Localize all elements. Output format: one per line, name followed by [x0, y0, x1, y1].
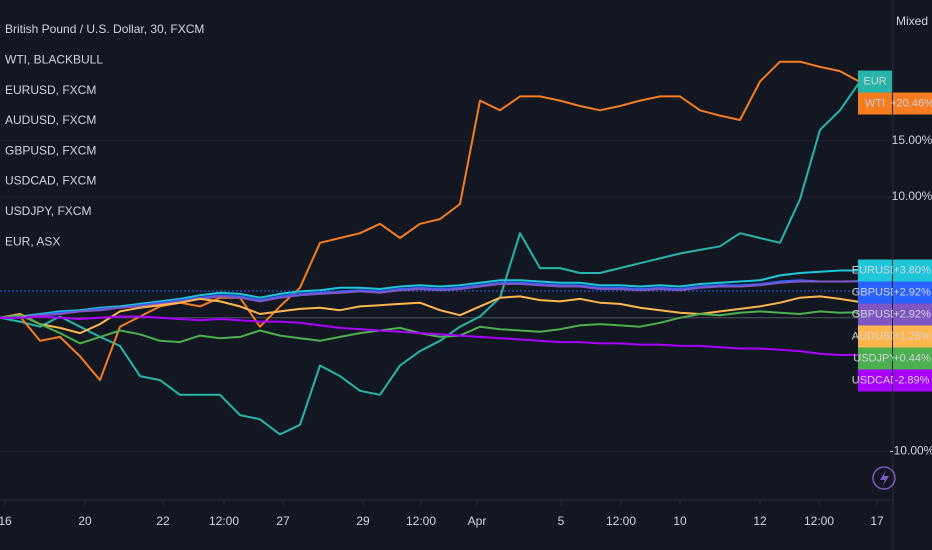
lightning-bolt [880, 470, 889, 487]
legend-entry: GBPUSD, FXCM [5, 143, 96, 157]
x-tick-label: 17 [870, 514, 884, 528]
legend-entry: USDCAD, FXCM [5, 174, 96, 188]
series-line [0, 310, 861, 345]
x-tick-label: 12 [753, 514, 767, 528]
series-name-label: WTI [865, 97, 885, 109]
legend-entry: USDJPY, FXCM [5, 204, 91, 218]
legend-entry: British Pound / U.S. Dollar, 30, FXCM [5, 22, 204, 36]
series-name-box [858, 369, 892, 392]
x-tick-label: 12:00 [606, 514, 636, 528]
series-name-box [858, 92, 892, 115]
series-value-box [893, 92, 932, 115]
series-name-label: GBPUSD [852, 308, 899, 320]
series-name-label: EUR [863, 75, 886, 87]
legend-entry: AUDUSD, FXCM [5, 113, 96, 127]
series-line [0, 269, 860, 319]
series-line [0, 280, 861, 319]
legend-entry: EUR, ASX [5, 234, 60, 248]
series-line [0, 60, 861, 382]
series-value-label: +1.25% [893, 330, 931, 342]
series-value-label: +0.44% [893, 352, 931, 364]
series-value-box [893, 259, 932, 282]
x-tick-label: 16 [0, 514, 12, 528]
x-tick-label: 12:00 [209, 514, 239, 528]
series-name-label: USDCAD [852, 374, 899, 386]
series-name-box [858, 325, 892, 348]
x-tick-label: 29 [356, 514, 370, 528]
series-value-label: +2.92% [893, 308, 931, 320]
series-value-label: -2.89% [895, 374, 930, 386]
x-tick-label: 27 [276, 514, 290, 528]
x-tick-label: 20 [78, 514, 92, 528]
legend-entry: WTI, BLACKBULL [5, 52, 103, 66]
x-tick-label: 22 [156, 514, 170, 528]
series-line [0, 80, 861, 436]
scale-label: Mixed [896, 14, 928, 28]
series-line [0, 279, 861, 319]
y-tick-label: 10.00% [892, 189, 932, 203]
series-value-box [893, 369, 932, 392]
x-tick-label: Apr [468, 514, 487, 528]
legend: British Pound / U.S. Dollar, 30, FXCM WTI… [5, 22, 204, 248]
series-value-box [893, 347, 932, 370]
x-tick-label: 12:00 [406, 514, 436, 528]
series-line [0, 295, 861, 335]
series-name-box [858, 70, 892, 93]
x-tick-label: 12:00 [804, 514, 834, 528]
series-name-box [858, 303, 892, 326]
series-value-box [893, 325, 932, 348]
series-name-label: USDJPY [853, 352, 897, 364]
series-line [0, 315, 861, 356]
lightning-icon[interactable] [872, 466, 896, 490]
series-name-label: AUDUSD [852, 330, 899, 342]
series-name-label: EURUSD [852, 264, 899, 276]
series-name-label: GBPUSD [852, 286, 899, 298]
y-tick-label: 15.00% [892, 133, 932, 147]
series-name-box [858, 259, 892, 282]
x-tick-label: 10 [673, 514, 687, 528]
x-tick-label: 5 [558, 514, 565, 528]
series-value-box [893, 303, 932, 326]
y-tick-label: -10.00% [890, 443, 932, 457]
series-value-label: +20.46% [890, 97, 932, 109]
series-value-label: +2.92% [893, 286, 931, 298]
series-name-box [858, 347, 892, 370]
legend-entry: EURUSD, FXCM [5, 83, 96, 97]
series-value-label: +3.80% [893, 264, 931, 276]
series-value-box [893, 281, 932, 304]
series-name-box [858, 281, 892, 304]
